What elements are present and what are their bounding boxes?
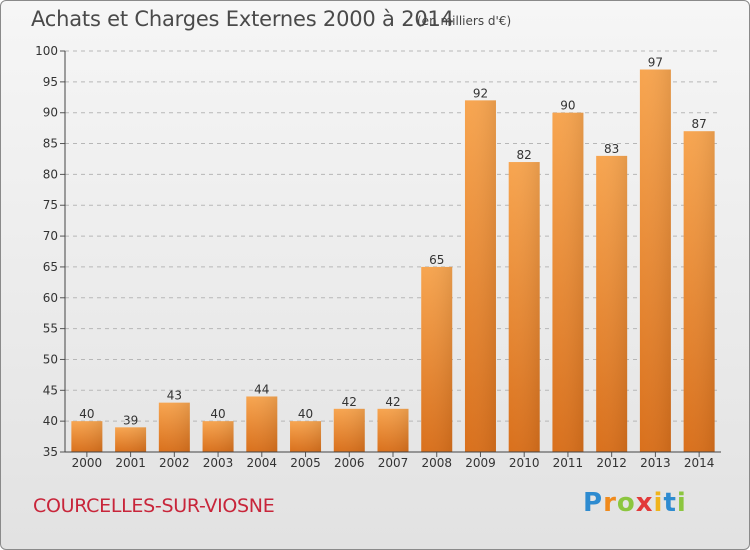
bar-value-label: 92	[473, 86, 488, 100]
bar-shade	[464, 100, 496, 452]
logo-letter: r	[603, 488, 617, 518]
y-tick-label: 75	[43, 198, 58, 212]
bar-value-label: 97	[648, 56, 663, 70]
x-tick-label: 2011	[553, 456, 584, 470]
y-tick-label: 45	[43, 383, 58, 397]
bar-shade	[552, 112, 584, 452]
proxiti-logo: Proxiti	[583, 488, 687, 518]
commune-name: COURCELLES-SUR-VIOSNE	[33, 495, 275, 517]
bar-shade	[508, 162, 540, 453]
x-tick-label: 2004	[247, 456, 278, 470]
bar-value-label: 90	[560, 99, 575, 113]
bar-shade	[246, 396, 278, 452]
x-tick-label: 2012	[596, 456, 627, 470]
y-tick-label: 90	[43, 106, 58, 120]
x-tick-label: 2002	[159, 456, 190, 470]
bar-shade	[421, 266, 453, 452]
x-tick-label: 2006	[334, 456, 365, 470]
bar-shade	[639, 69, 671, 452]
y-tick-label: 95	[43, 75, 58, 89]
logo-letter: x	[635, 488, 654, 518]
x-tick-label: 2009	[465, 456, 496, 470]
y-tick-label: 65	[43, 260, 58, 274]
x-tick-label: 2014	[684, 456, 715, 470]
bar-value-label: 82	[517, 148, 532, 162]
x-tick-label: 2013	[640, 456, 671, 470]
bar-value-label: 65	[429, 253, 444, 267]
bar-shade	[596, 155, 628, 452]
bar-value-label: 83	[604, 142, 619, 156]
bar-value-label: 40	[298, 407, 313, 421]
chart-title: Achats et Charges Externes 2000 à 2014	[31, 7, 454, 31]
y-tick-label: 70	[43, 229, 58, 243]
bar-shade	[683, 131, 715, 452]
chart-subtitle: (en milliers d'€)	[417, 14, 512, 28]
x-tick-label: 2001	[115, 456, 146, 470]
logo-letter: t	[663, 488, 677, 518]
bar-value-label: 44	[254, 382, 269, 396]
logo-letter: o	[616, 488, 636, 518]
x-tick-label: 2000	[72, 456, 103, 470]
y-tick-label: 80	[43, 167, 58, 181]
y-tick-label: 40	[43, 414, 58, 428]
bar-shade	[333, 408, 365, 452]
x-tick-label: 2008	[421, 456, 452, 470]
y-tick-label: 35	[43, 445, 58, 459]
y-tick-label: 85	[43, 137, 58, 151]
bar-value-label: 87	[691, 117, 706, 131]
bar-shade	[377, 408, 409, 452]
x-tick-label: 2005	[290, 456, 321, 470]
y-tick-label: 100	[35, 44, 58, 58]
bar-shade	[290, 421, 322, 452]
y-tick-label: 55	[43, 322, 58, 336]
bar-value-label: 40	[79, 407, 94, 421]
y-tick-label: 50	[43, 352, 58, 366]
logo-letter: i	[653, 488, 664, 518]
axis-layer: 35 40 45 50 55 60 65 70 75 80 85 90 95 100 2000 2001 200…	[35, 44, 721, 470]
bar-shade	[158, 402, 190, 452]
bar-shade	[202, 421, 234, 452]
bar-value-label: 39	[123, 413, 138, 427]
bars-layer: 40 39 43 40 44 40 42 42 65 92 82 90 83 97 87	[71, 56, 715, 453]
x-tick-label: 2010	[509, 456, 540, 470]
x-tick-label: 2007	[378, 456, 409, 470]
bar-value-label: 42	[342, 395, 357, 409]
bar-shade	[71, 421, 103, 452]
logo-letter: P	[583, 488, 604, 518]
logo-letter: i	[676, 488, 687, 518]
bar-value-label: 40	[210, 407, 225, 421]
y-tick-label: 60	[43, 291, 58, 305]
bar-value-label: 43	[167, 389, 182, 403]
bar-value-label: 42	[385, 395, 400, 409]
bar-shade	[115, 427, 147, 452]
x-tick-label: 2003	[203, 456, 234, 470]
